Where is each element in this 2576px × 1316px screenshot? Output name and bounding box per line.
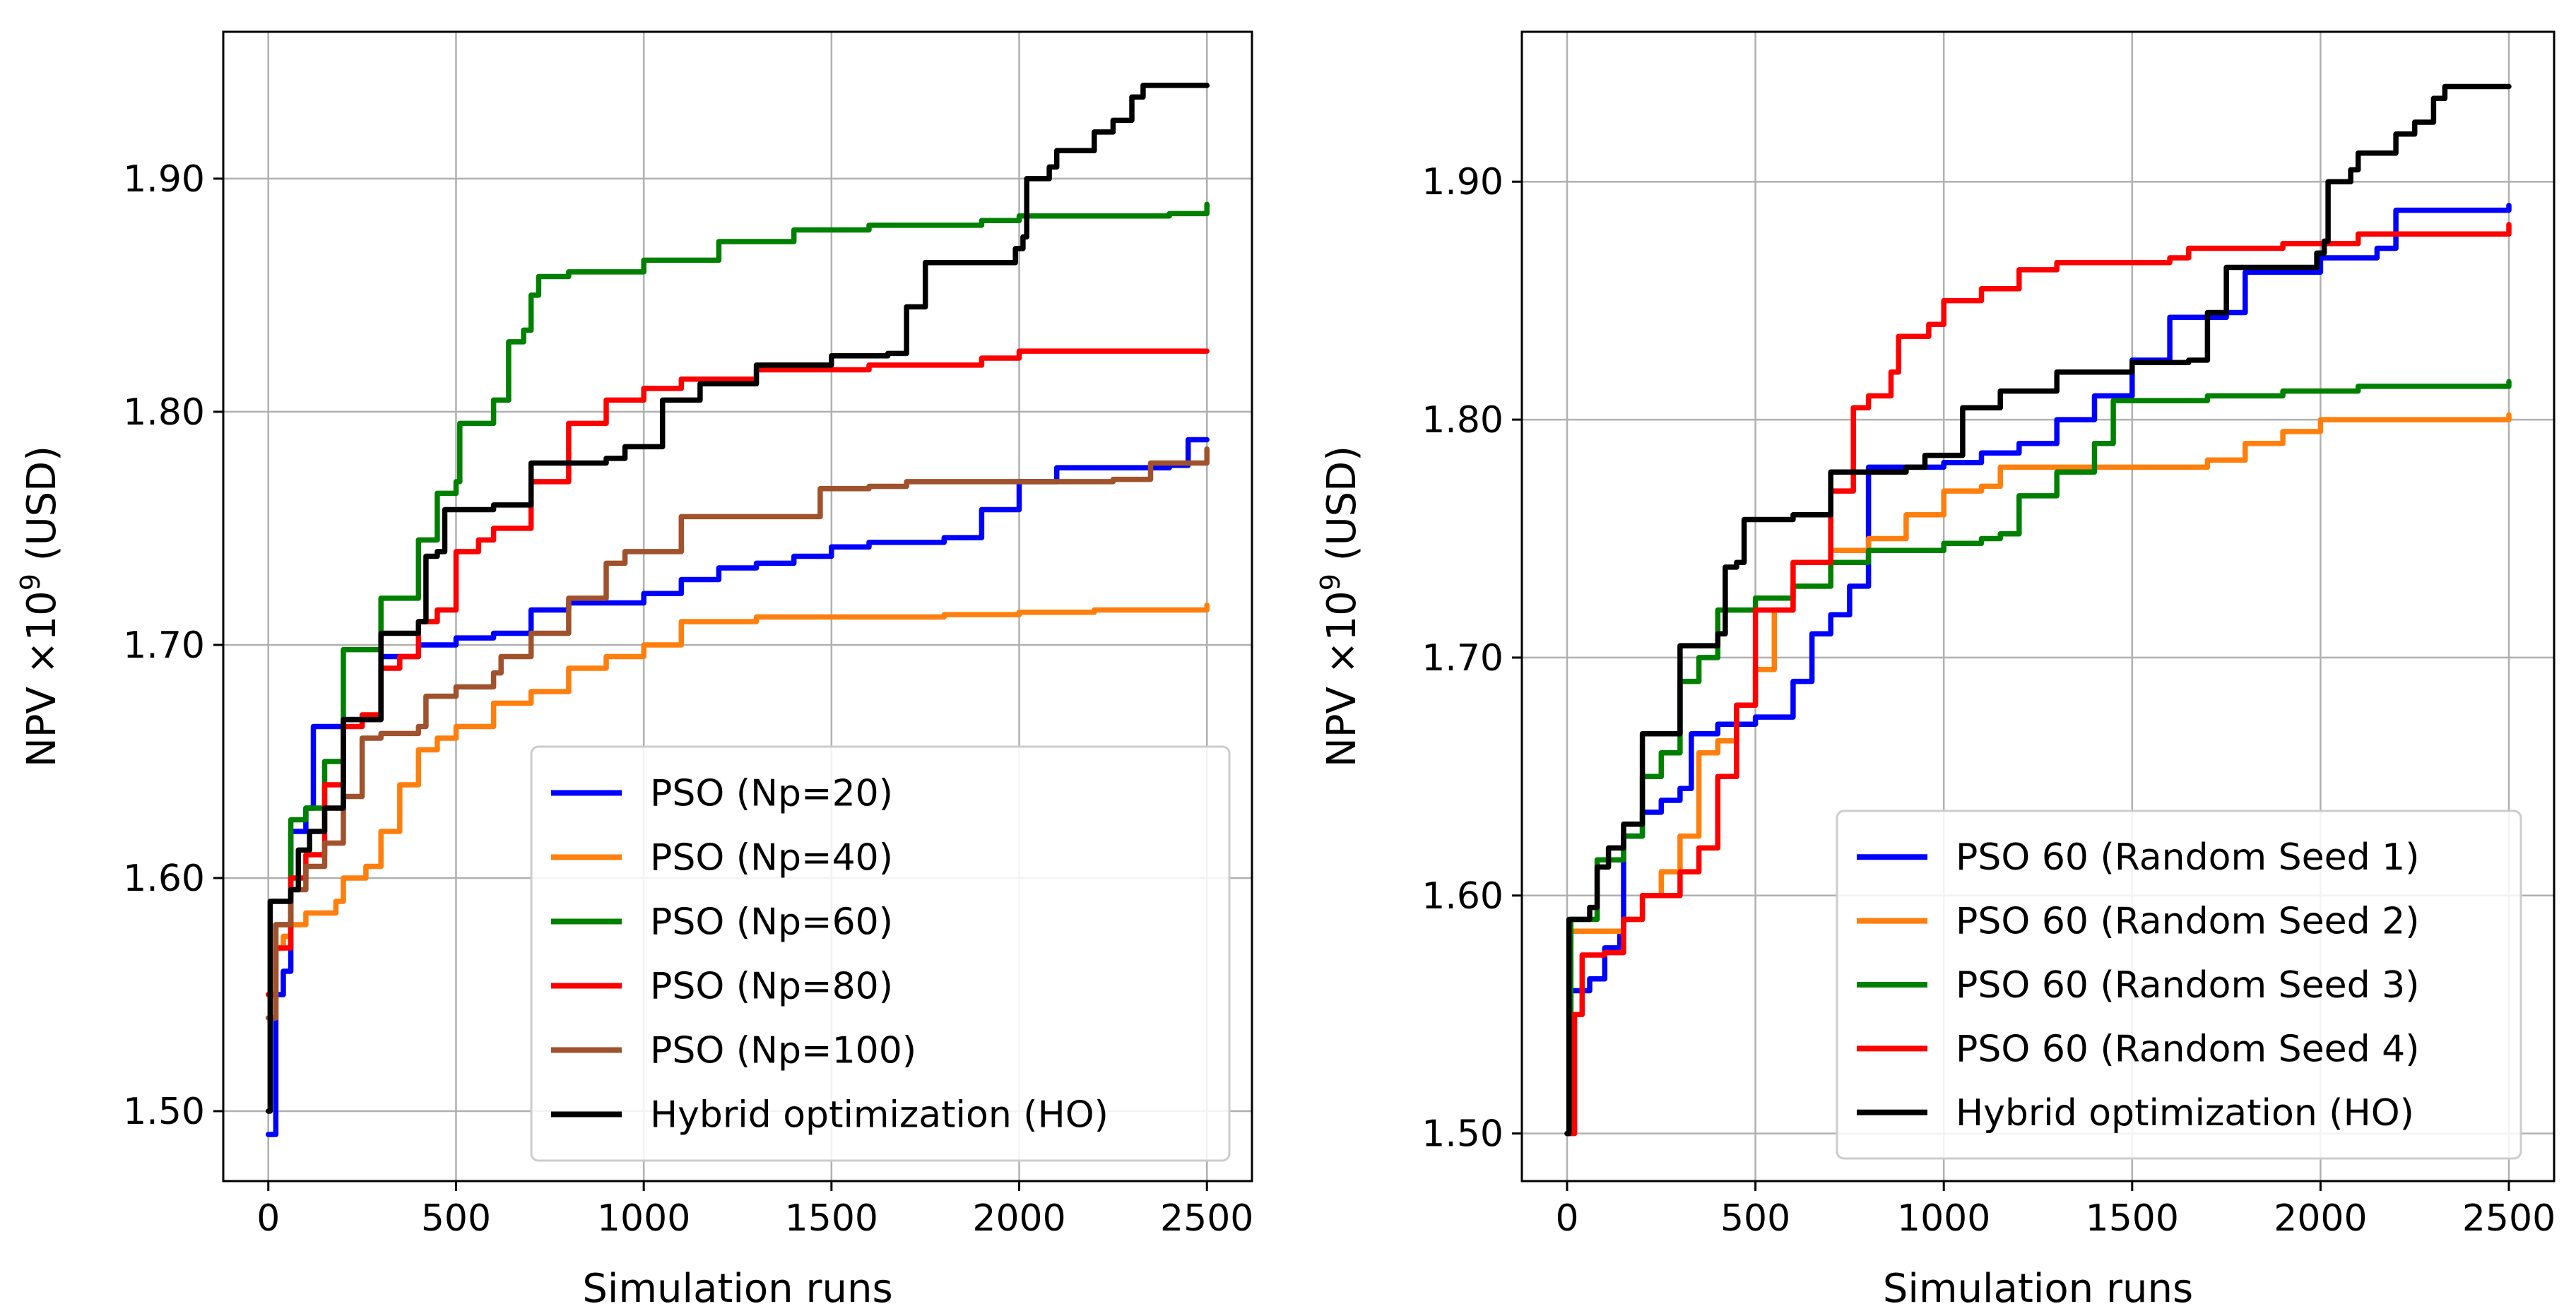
series-line-1-0 [1564,203,2512,1137]
series-line-0-5 [266,83,1210,1114]
legend-label: PSO 60 (Random Seed 4) [1956,1028,2420,1070]
y-tick-label: 1.90 [123,158,205,201]
x-tick-label: 0 [256,1197,280,1240]
legend-label: PSO (Np=80) [650,966,893,1008]
series-line-0-2 [266,201,1210,997]
y-tick-label: 1.90 [1422,161,1503,203]
x-tick-label: 500 [1720,1197,1790,1240]
x-tick-label: 2500 [1160,1197,1253,1240]
x-tick-label: 2000 [2274,1197,2367,1240]
legend-label: Hybrid optimization (HO) [1956,1092,2414,1134]
series-line-1-4 [1564,83,2512,1137]
legend-label: PSO (Np=20) [650,773,893,815]
y-axis-label: NPV ×109 (USD) [1315,446,1365,767]
legend-label: PSO (Np=40) [650,837,893,879]
y-tick-label: 1.50 [1422,1113,1503,1156]
y-tick-label: 1.80 [123,391,205,434]
legend-box [1836,810,2522,1160]
legend-label: PSO 60 (Random Seed 2) [1956,901,2420,943]
legend-label: PSO (Np=60) [650,901,893,944]
x-tick-label: 0 [1555,1197,1578,1240]
series-line-1-3 [1564,222,2512,1137]
y-axis-label: NPV ×109 (USD) [15,446,65,767]
legend-label: PSO 60 (Random Seed 3) [1956,964,2420,1007]
x-tick-label: 2000 [972,1197,1065,1240]
y-tick-label: 1.70 [1422,637,1503,680]
y-tick-label: 1.50 [123,1091,205,1133]
y-tick-label: 1.60 [123,858,205,900]
series-line-0-1 [266,603,1210,1021]
plot-frame [1520,30,2556,1182]
y-tick-label: 1.70 [123,624,205,667]
y-tick-label: 1.60 [1422,875,1503,918]
x-axis-label: Simulation runs [582,1266,892,1312]
legend-label: PSO 60 (Random Seed 1) [1956,836,2420,879]
legend-label: PSO (Np=100) [650,1030,916,1072]
x-tick-label: 2500 [2462,1197,2556,1240]
x-tick-label: 1000 [597,1197,690,1240]
x-tick-label: 500 [421,1197,491,1240]
plot-frame [222,30,1253,1182]
x-tick-label: 1000 [1897,1197,1990,1240]
right-chart: 0 500 1000 1500 2000 2500 1.50 1.60 1.70 1.80 1.90… [1315,30,2556,1312]
x-axis-label: Simulation runs [1883,1266,2193,1312]
legend-box [530,745,1231,1162]
y-tick-label: 1.80 [1422,399,1503,441]
x-tick-label: 1500 [785,1197,878,1240]
series-line-0-4 [266,446,1210,1021]
series-line-1-2 [1564,379,2512,1137]
left-chart: 0 500 1000 1500 2000 2500 1.50 1.60 1.70 1.80 1.90… [15,30,1253,1312]
x-tick-label: 1500 [2086,1197,2179,1240]
legend-label: Hybrid optimization (HO) [650,1094,1109,1137]
